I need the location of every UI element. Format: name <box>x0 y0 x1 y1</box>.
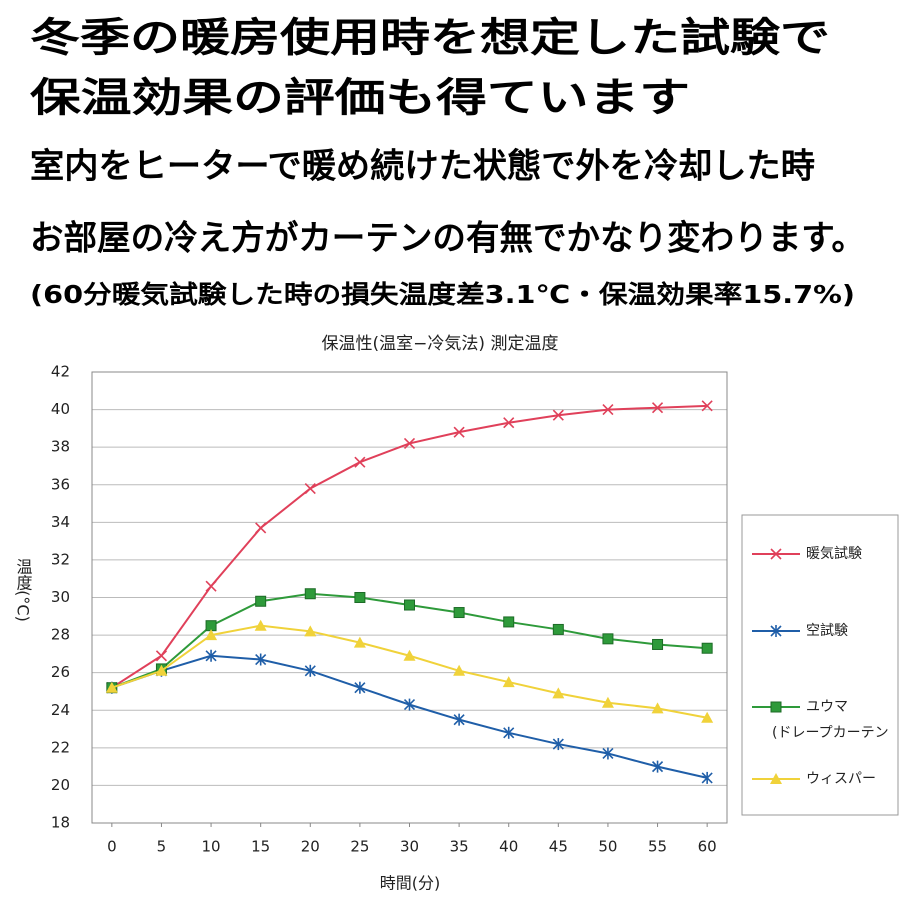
legend-box <box>741 514 899 816</box>
legend-label: 空試験 <box>806 623 848 639</box>
marker <box>205 649 217 662</box>
marker <box>403 698 416 711</box>
marker <box>602 747 614 760</box>
x-tick-label: 15 <box>251 838 270 856</box>
series-line <box>111 654 708 779</box>
legend-label: ウィスパー <box>806 771 876 787</box>
y-tick-label: 34 <box>51 513 70 531</box>
marker <box>651 402 664 414</box>
legend-label: 暖気試験 <box>806 546 862 562</box>
x-tick-label: 0 <box>107 838 117 856</box>
marker <box>770 773 782 784</box>
marker <box>503 616 515 628</box>
marker <box>770 625 782 637</box>
marker <box>403 649 416 661</box>
marker <box>701 771 713 784</box>
x-tick-label: 40 <box>499 838 518 856</box>
marker <box>255 522 267 534</box>
y-tick-label: 28 <box>51 626 70 644</box>
x-tick-label: 20 <box>301 838 320 856</box>
legend-label: ユウマ <box>806 699 848 715</box>
marker <box>701 642 713 654</box>
marker <box>255 653 267 666</box>
header-line: お部屋の冷え方がカーテンの有無でかなり変わります。 <box>30 219 865 259</box>
marker <box>453 607 465 619</box>
header-line: 冬季の暖房使用時を想定した試験で <box>30 15 830 61</box>
legend-label: (ドレープカーテン <box>772 725 889 741</box>
header-line: (60分暖気試験した時の損失温度差3.1℃・保温効果率15.7%) <box>30 280 855 309</box>
header-line: 保温効果の評価も得ています <box>30 75 690 121</box>
y-tick-label: 22 <box>51 738 70 756</box>
marker <box>503 726 515 739</box>
marker <box>304 482 316 495</box>
marker <box>602 633 614 645</box>
marker <box>304 625 317 637</box>
marker <box>601 696 614 708</box>
y-tick-label: 18 <box>51 814 70 832</box>
chart-title: 保温性(温室−冷気法) 測定温度 <box>322 334 559 354</box>
x-tick-label: 5 <box>157 838 167 856</box>
marker <box>155 650 168 662</box>
marker <box>651 760 664 773</box>
marker <box>552 738 564 751</box>
header-line: 室内をヒーターで暖め続けた状態で外を冷却した時 <box>30 147 815 187</box>
x-axis-label: 時間(分) <box>380 874 441 893</box>
marker <box>403 437 416 449</box>
marker <box>205 629 218 641</box>
marker <box>503 417 515 429</box>
marker <box>552 409 564 421</box>
marker <box>105 681 118 693</box>
marker <box>453 713 465 726</box>
x-tick-label: 35 <box>450 838 469 856</box>
marker <box>155 664 168 676</box>
y-tick-label: 20 <box>51 776 70 794</box>
marker <box>651 702 664 714</box>
y-tick-label: 36 <box>51 475 70 493</box>
marker <box>652 638 664 650</box>
marker <box>304 588 316 600</box>
marker <box>602 404 614 416</box>
x-tick-label: 30 <box>400 838 419 856</box>
y-tick-label: 26 <box>51 663 70 681</box>
marker <box>770 548 782 560</box>
marker <box>354 592 366 603</box>
marker <box>701 711 714 723</box>
y-tick-label: 42 <box>51 363 70 381</box>
x-tick-label: 55 <box>648 838 667 856</box>
marker <box>453 426 465 438</box>
marker <box>770 701 782 713</box>
marker <box>404 599 415 611</box>
y-tick-label: 32 <box>51 550 70 568</box>
marker <box>701 400 713 412</box>
marker <box>552 623 564 635</box>
series-line <box>111 404 708 689</box>
y-tick-label: 30 <box>51 588 70 606</box>
marker <box>453 664 466 676</box>
y-tick-label: 40 <box>51 400 70 418</box>
marker <box>353 636 366 648</box>
y-tick-label: 38 <box>51 438 70 456</box>
marker <box>205 580 217 592</box>
marker <box>552 687 565 699</box>
x-tick-label: 10 <box>202 838 221 856</box>
marker <box>255 595 267 607</box>
marker <box>254 619 267 631</box>
y-tick-label: 24 <box>51 701 70 719</box>
x-tick-label: 60 <box>698 838 717 856</box>
x-tick-label: 25 <box>350 838 369 856</box>
y-axis-label: 温度(°C) <box>14 558 33 622</box>
marker <box>304 664 316 677</box>
marker <box>354 681 366 694</box>
x-tick-label: 50 <box>598 838 617 856</box>
x-tick-label: 45 <box>549 838 568 856</box>
marker <box>502 676 515 688</box>
plot-frame <box>91 371 728 824</box>
marker <box>354 456 366 468</box>
